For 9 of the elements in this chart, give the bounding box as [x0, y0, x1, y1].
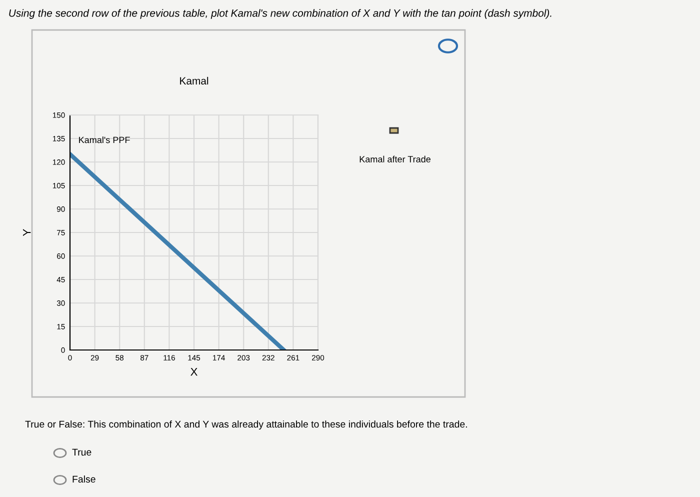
- chart-subtitle: Using the second row of the previous table, plot Kamal's new combination of X and Y with the tan point (dash symbol).: [9, 9, 552, 19]
- text: True: [72, 448, 92, 456]
- text: False: [72, 475, 96, 483]
- series-label: Kamal's PPF: [79, 136, 130, 144]
- chart-title: Kamal: [180, 76, 208, 85]
- text: True or False: This combination of X and Y was already attainable to these individuals before the trade.: [25, 420, 467, 430]
- y-axis-title: Y: [23, 229, 31, 236]
- text: Kamal after Trade: [360, 156, 430, 162]
- x-axis-title: X: [190, 368, 198, 376]
